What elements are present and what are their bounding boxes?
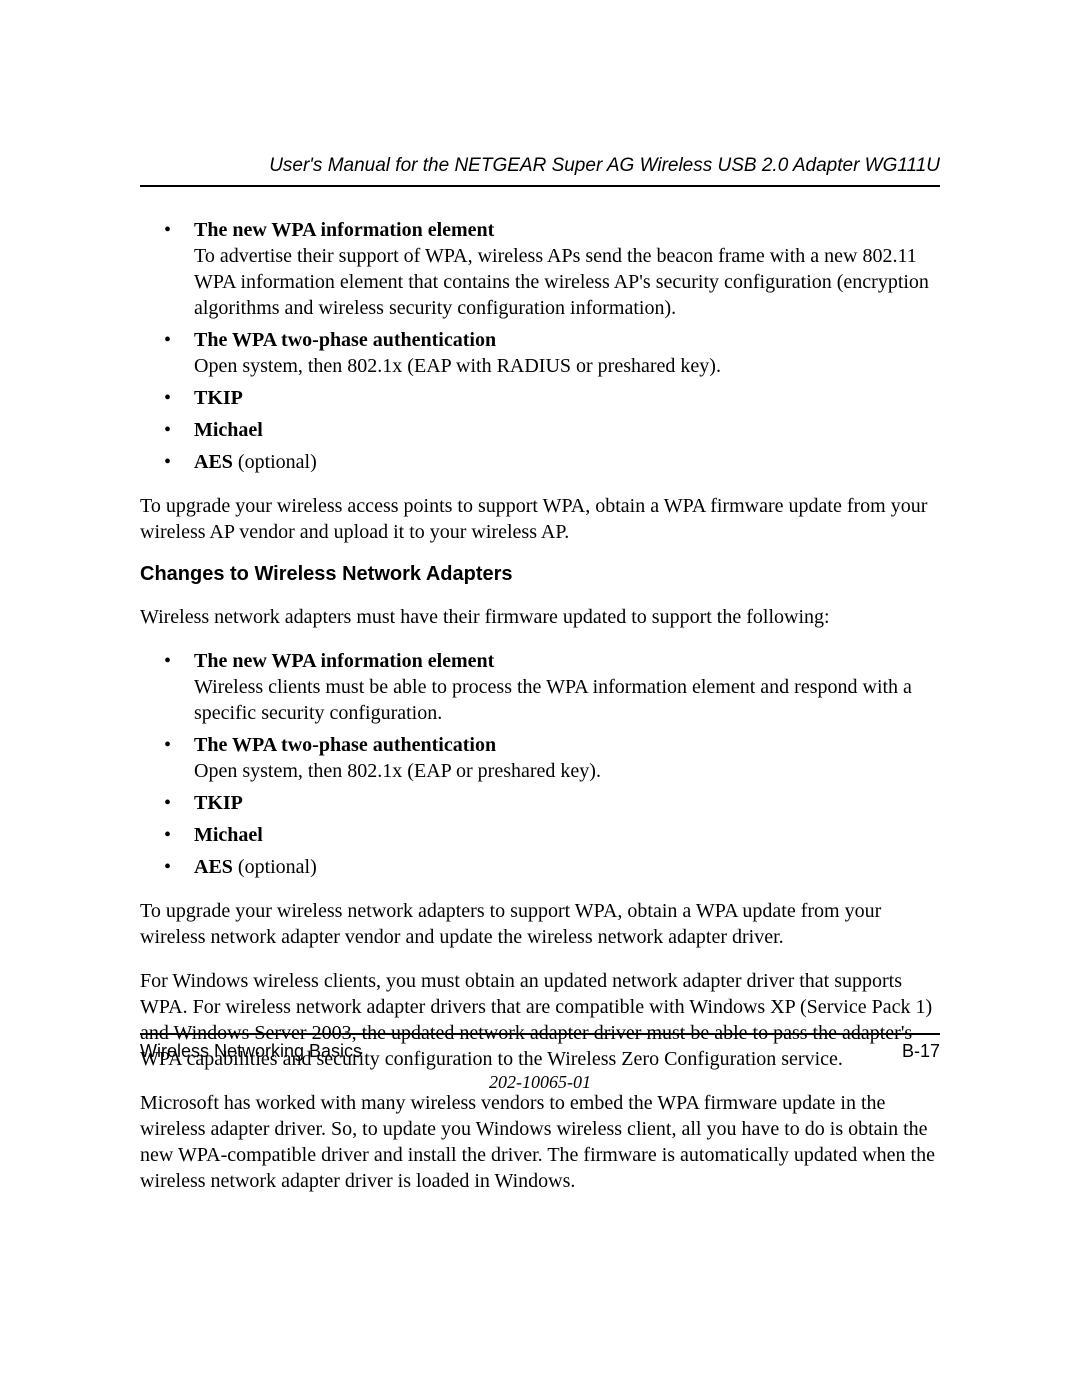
bullet-title: Michael — [194, 824, 263, 846]
bullet-item: • AES (optional) — [164, 449, 940, 475]
bullet-content: The new WPA information element To adver… — [194, 217, 940, 321]
bullet-dot-icon: • — [164, 385, 194, 411]
bullet-dot-icon: • — [164, 417, 194, 443]
header-rule — [140, 185, 940, 187]
bullet-dot-icon: • — [164, 790, 194, 816]
bullet-item: • AES (optional) — [164, 854, 940, 880]
section2-para1: To upgrade your wireless network adapter… — [140, 898, 940, 950]
section1-bullets: • The new WPA information element To adv… — [164, 217, 940, 475]
bullet-content: The WPA two-phase authentication Open sy… — [194, 327, 940, 379]
bullet-suffix: (optional) — [233, 856, 317, 878]
bullet-item: • Michael — [164, 417, 940, 443]
bullet-dot-icon: • — [164, 327, 194, 379]
footer-row: Wireless Networking Basics B-17 — [140, 1041, 940, 1062]
bullet-item: • Michael — [164, 822, 940, 848]
bullet-body: To advertise their support of WPA, wirel… — [194, 245, 929, 319]
bullet-item: • TKIP — [164, 790, 940, 816]
bullet-title: The new WPA information element — [194, 650, 494, 672]
bullet-body: Open system, then 802.1x (EAP with RADIU… — [194, 355, 721, 377]
bullet-content: AES (optional) — [194, 449, 940, 475]
bullet-content: Michael — [194, 822, 940, 848]
bullet-content: AES (optional) — [194, 854, 940, 880]
bullet-title: The WPA two-phase authentication — [194, 734, 496, 756]
section2-bullets: • The new WPA information element Wirele… — [164, 648, 940, 880]
bullet-dot-icon: • — [164, 732, 194, 784]
doc-number: 202-10065-01 — [140, 1072, 940, 1093]
bullet-title: Michael — [194, 419, 263, 441]
bullet-dot-icon: • — [164, 648, 194, 726]
bullet-title: TKIP — [194, 387, 243, 409]
bullet-item: • The WPA two-phase authentication Open … — [164, 732, 940, 784]
page-footer: Wireless Networking Basics B-17 202-1006… — [140, 1033, 940, 1093]
header-title: User's Manual for the NETGEAR Super AG W… — [140, 155, 940, 177]
bullet-title: AES — [194, 451, 233, 473]
footer-right: B-17 — [902, 1041, 940, 1062]
section2-intro: Wireless network adapters must have thei… — [140, 604, 940, 630]
footer-rule — [140, 1033, 940, 1035]
bullet-content: The new WPA information element Wireless… — [194, 648, 940, 726]
footer-left: Wireless Networking Basics — [140, 1041, 362, 1062]
section2-heading: Changes to Wireless Network Adapters — [140, 563, 940, 586]
bullet-dot-icon: • — [164, 822, 194, 848]
bullet-content: Michael — [194, 417, 940, 443]
bullet-title: The new WPA information element — [194, 219, 494, 241]
bullet-dot-icon: • — [164, 449, 194, 475]
bullet-item: • TKIP — [164, 385, 940, 411]
bullet-body: Wireless clients must be able to process… — [194, 676, 912, 724]
bullet-content: TKIP — [194, 790, 940, 816]
bullet-title: TKIP — [194, 792, 243, 814]
bullet-body: Open system, then 802.1x (EAP or preshar… — [194, 760, 601, 782]
section2-para3: Microsoft has worked with many wireless … — [140, 1090, 940, 1194]
bullet-content: The WPA two-phase authentication Open sy… — [194, 732, 940, 784]
bullet-item: • The WPA two-phase authentication Open … — [164, 327, 940, 379]
section1-closing: To upgrade your wireless access points t… — [140, 493, 940, 545]
bullet-dot-icon: • — [164, 217, 194, 321]
bullet-dot-icon: • — [164, 854, 194, 880]
bullet-suffix: (optional) — [233, 451, 317, 473]
bullet-item: • The new WPA information element To adv… — [164, 217, 940, 321]
bullet-item: • The new WPA information element Wirele… — [164, 648, 940, 726]
bullet-title: AES — [194, 856, 233, 878]
bullet-title: The WPA two-phase authentication — [194, 329, 496, 351]
bullet-content: TKIP — [194, 385, 940, 411]
